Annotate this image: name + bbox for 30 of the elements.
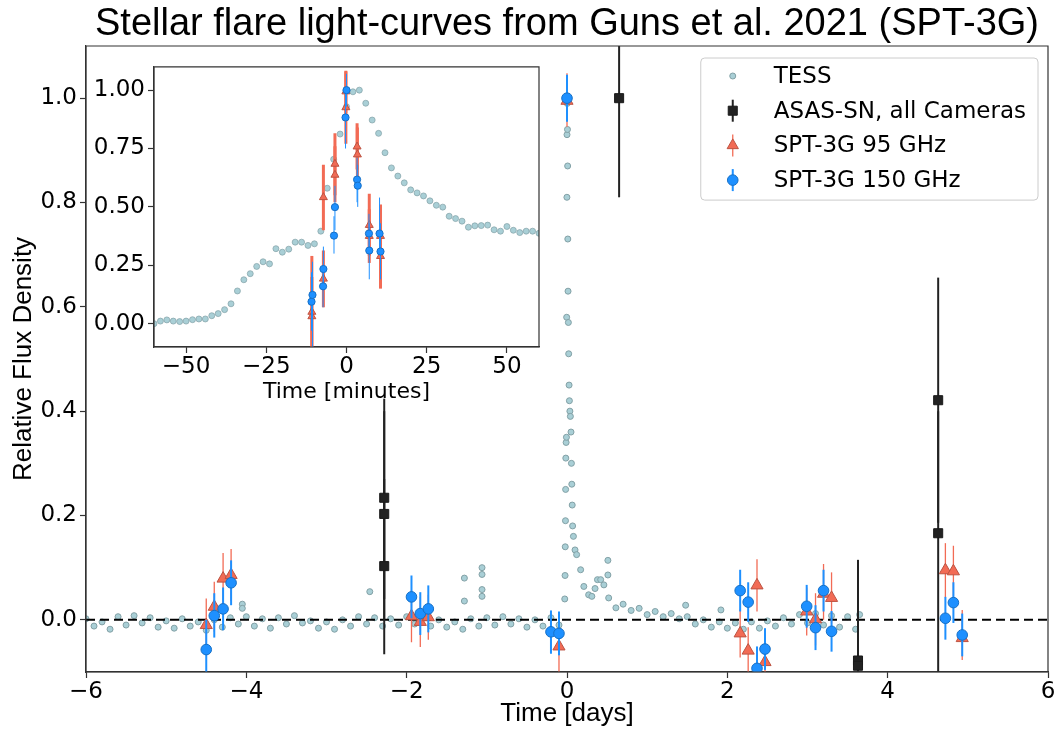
- legend-label: ASAS-SN, all Cameras: [773, 96, 1026, 123]
- x-tick-label: −50: [161, 351, 211, 378]
- x-tick-label: −2: [389, 676, 424, 703]
- y-tick-label: 0.6: [40, 291, 77, 318]
- y-tick-label: 0.50: [93, 191, 145, 218]
- y-tick-label: 0.2: [40, 500, 77, 527]
- x-tick-label: 4: [880, 676, 895, 703]
- legend-label: TESS: [772, 61, 832, 88]
- x-axis-title: Time [minutes]: [261, 377, 431, 403]
- x-tick-label: 0: [559, 676, 575, 703]
- x-tick-label: 50: [492, 351, 522, 378]
- x-tick-label: −6: [69, 676, 103, 703]
- y-axis-title: Relative Flux Density: [6, 236, 37, 482]
- y-tick-label: 0.0: [40, 604, 77, 631]
- legend-label: SPT-3G 95 GHz: [773, 131, 946, 158]
- x-tick-label: 25: [412, 351, 442, 378]
- y-tick-label: 1.0: [40, 83, 77, 110]
- x-tick-label: 6: [1040, 676, 1056, 703]
- x-tick-label: 2: [720, 676, 735, 703]
- x-tick-label: −25: [242, 351, 291, 378]
- chart-title: Stellar flare light-curves from Guns et al. 2021 (SPT-3G): [94, 0, 1040, 43]
- y-tick-label: 0.8: [40, 187, 77, 214]
- y-tick-label: 0.4: [40, 396, 77, 423]
- x-tick-label: 0: [339, 351, 354, 378]
- y-tick-label: 1.00: [93, 75, 145, 102]
- y-tick-label: 0.00: [93, 308, 145, 335]
- y-tick-label: 0.25: [93, 250, 145, 277]
- y-tick-label: 0.75: [93, 133, 145, 160]
- x-tick-label: −4: [229, 676, 264, 703]
- legend-label: SPT-3G 150 GHz: [773, 166, 961, 193]
